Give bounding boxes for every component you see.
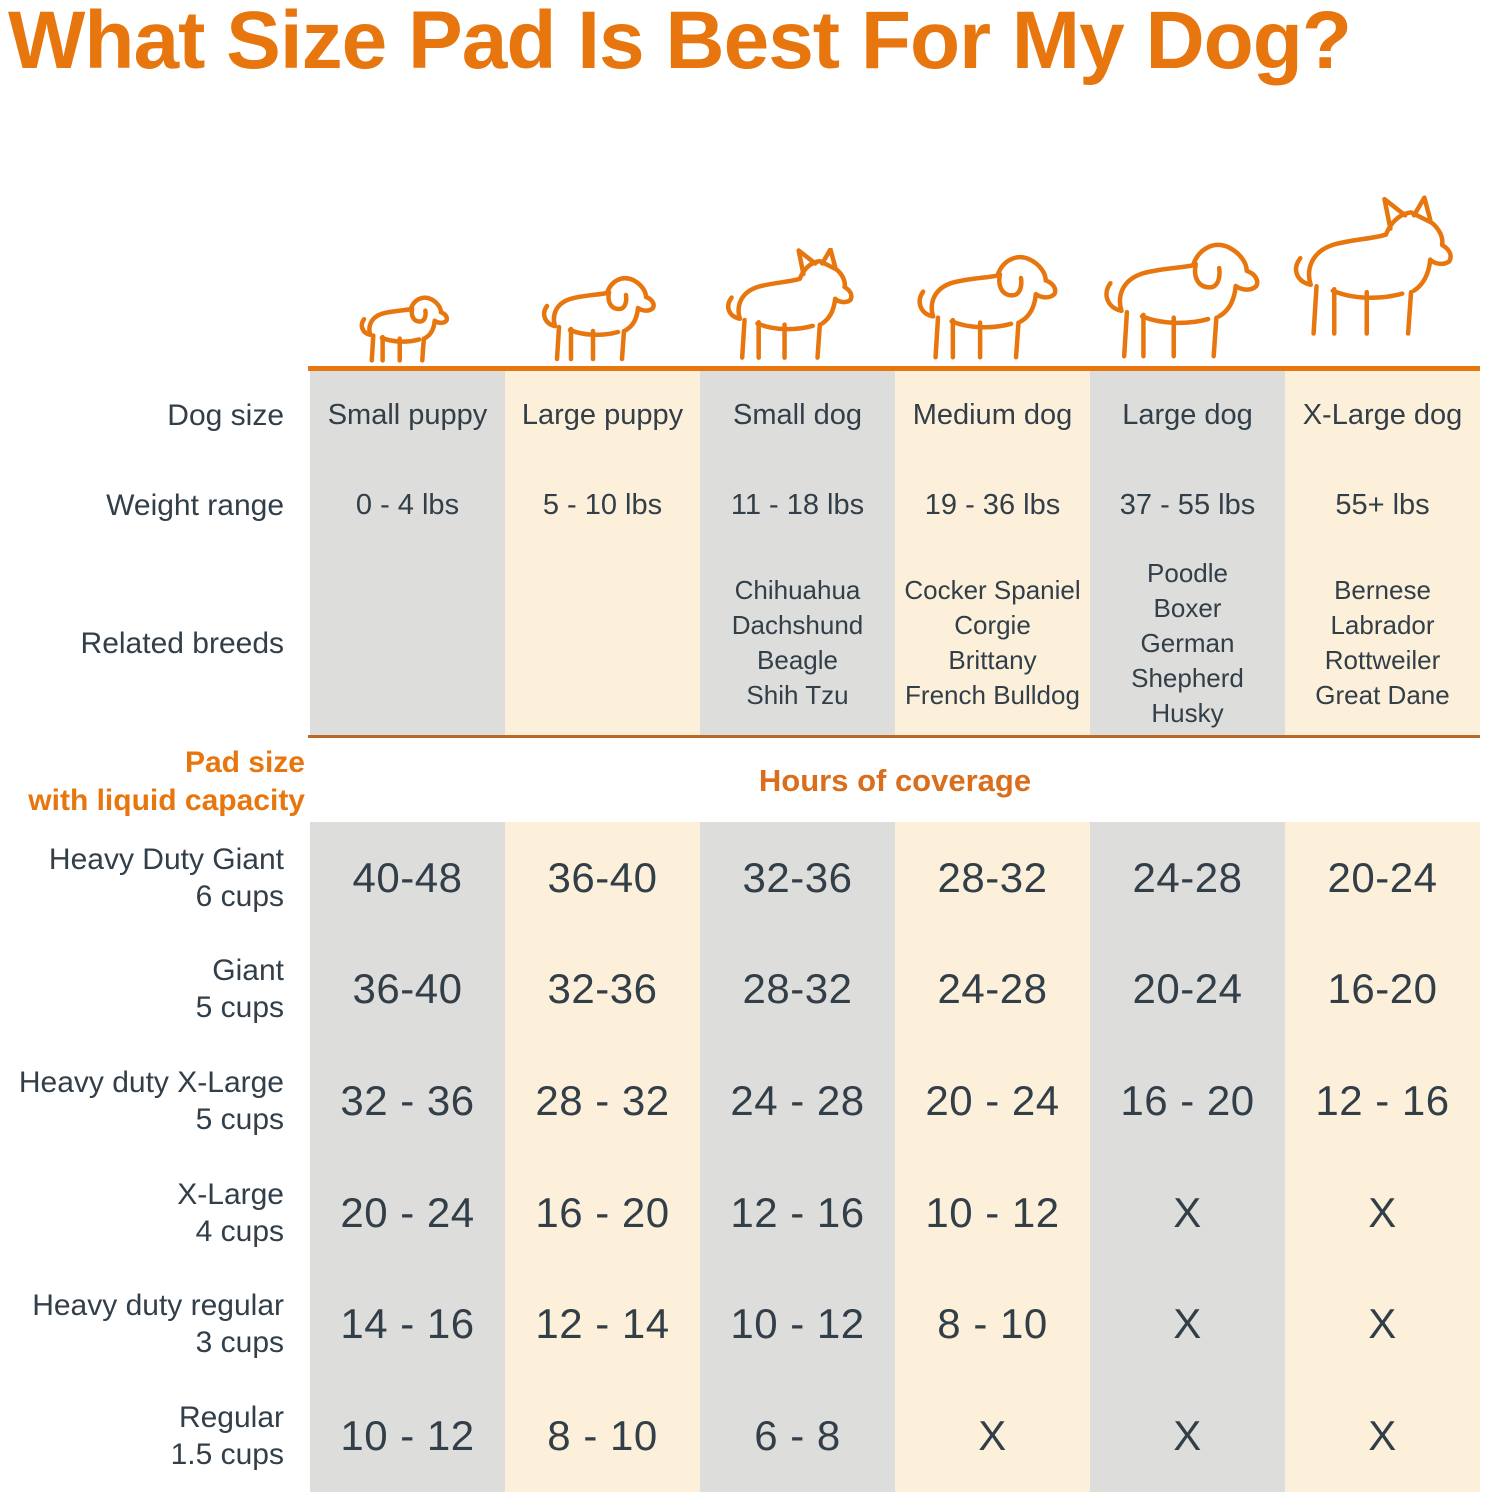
pad-row-label: Heavy duty regular 3 cups (32, 1289, 284, 1360)
dog-size-cell: X-Large dog (1285, 371, 1480, 459)
weight-range-cell: 55+ lbs (1285, 459, 1480, 551)
hours-cell: 8 - 10 (895, 1268, 1090, 1380)
hours-cell: 10 - 12 (700, 1268, 895, 1380)
x-large-dog-icon (1287, 174, 1479, 366)
hours-of-coverage-header: Hours of coverage (758, 763, 1032, 798)
hours-cell: 12 - 16 (700, 1156, 895, 1269)
small-puppy-icon (357, 288, 458, 366)
pad-row-label: Regular 1.5 cups (170, 1400, 284, 1471)
hours-cell: 16-20 (1285, 933, 1480, 1046)
row-label-related-breeds: Related breeds (80, 626, 284, 660)
dog-size-cell: Large dog (1090, 371, 1285, 459)
weight-range-cell: 0 - 4 lbs (310, 459, 505, 551)
hours-cell: 20 - 24 (895, 1045, 1090, 1157)
related-breeds-cell: Bernese Labrador Rottweiler Great Dane (1285, 551, 1480, 735)
hours-cell: 24-28 (1090, 822, 1285, 934)
dogs-baseline (308, 366, 1480, 371)
hours-cell: X (1090, 1379, 1285, 1492)
medium-dog-icon (912, 242, 1073, 366)
hours-cell: 28-32 (700, 933, 895, 1046)
row-label-weight-range: Weight range (106, 488, 284, 522)
row-label-dog-size: Dog size (167, 398, 284, 432)
hours-cell: X (1285, 1268, 1480, 1380)
hours-cell: X (1285, 1379, 1480, 1492)
hours-cell: 20 - 24 (310, 1156, 505, 1269)
weight-range-cell: 11 - 18 lbs (700, 459, 895, 551)
hours-cell: X (895, 1379, 1090, 1492)
hours-cell: 32-36 (700, 822, 895, 934)
hours-cell: 16 - 20 (505, 1156, 700, 1269)
hours-cell: 10 - 12 (895, 1156, 1090, 1269)
hours-cell: 32-36 (505, 933, 700, 1046)
hours-cell: 8 - 10 (505, 1379, 700, 1492)
weight-range-cell: 37 - 55 lbs (1090, 459, 1285, 551)
hours-cell: 36-40 (310, 933, 505, 1046)
section-divider-line (308, 735, 1480, 738)
hours-table: Heavy Duty Giant 6 cups 40-48 36-40 32-3… (0, 822, 1480, 1492)
hours-cell: 24-28 (895, 933, 1090, 1046)
hours-cell: 40-48 (310, 822, 505, 934)
pad-row-label: X-Large 4 cups (177, 1177, 284, 1248)
dog-size-cell: Medium dog (895, 371, 1090, 459)
hours-cell: 12 - 14 (505, 1268, 700, 1380)
hours-cell: 20-24 (1285, 822, 1480, 934)
dog-icons-row (310, 158, 1480, 366)
dog-size-cell: Large puppy (505, 371, 700, 459)
hours-cell: 32 - 36 (310, 1045, 505, 1157)
hours-cell: 20-24 (1090, 933, 1285, 1046)
pad-row-label: Giant 5 cups (195, 954, 284, 1025)
weight-range-cell: 19 - 36 lbs (895, 459, 1090, 551)
dog-size-cell: Small dog (700, 371, 895, 459)
hours-cell: 6 - 8 (700, 1379, 895, 1492)
related-breeds-cell (310, 551, 505, 735)
dog-size-cell: Small puppy (310, 371, 505, 459)
related-breeds-cell: Poodle Boxer German Shepherd Husky (1090, 551, 1285, 735)
related-breeds-cell (505, 551, 700, 735)
small-dog-icon (721, 248, 874, 366)
hours-cell: X (1090, 1268, 1285, 1380)
hours-cell: 28 - 32 (505, 1045, 700, 1157)
weight-range-cell: 5 - 10 lbs (505, 459, 700, 551)
hours-cell: 16 - 20 (1090, 1045, 1285, 1157)
hours-cell: X (1285, 1156, 1480, 1269)
hours-cell: 28-32 (895, 822, 1090, 934)
dog-info-table: Dog size Small puppy Large puppy Small d… (0, 371, 1480, 735)
related-breeds-cell: Cocker Spaniel Corgie Brittany French Bu… (895, 551, 1090, 735)
hours-cell: 14 - 16 (310, 1268, 505, 1380)
pad-size-section-label: Pad size with liquid capacity (28, 746, 305, 817)
page-title: What Size Pad Is Best For My Dog? (8, 0, 1352, 86)
hours-cell: X (1090, 1156, 1285, 1269)
hours-cell: 10 - 12 (310, 1379, 505, 1492)
hours-cell: 36-40 (505, 822, 700, 934)
pad-row-label: Heavy Duty Giant 6 cups (48, 842, 284, 913)
pad-row-label: Heavy duty X-Large 5 cups (18, 1065, 284, 1136)
hours-cell: 12 - 16 (1285, 1045, 1480, 1157)
hours-cell: 24 - 28 (700, 1045, 895, 1157)
large-dog-icon (1098, 228, 1277, 366)
large-puppy-icon (538, 266, 668, 366)
related-breeds-cell: Chihuahua Dachshund Beagle Shih Tzu (700, 551, 895, 735)
